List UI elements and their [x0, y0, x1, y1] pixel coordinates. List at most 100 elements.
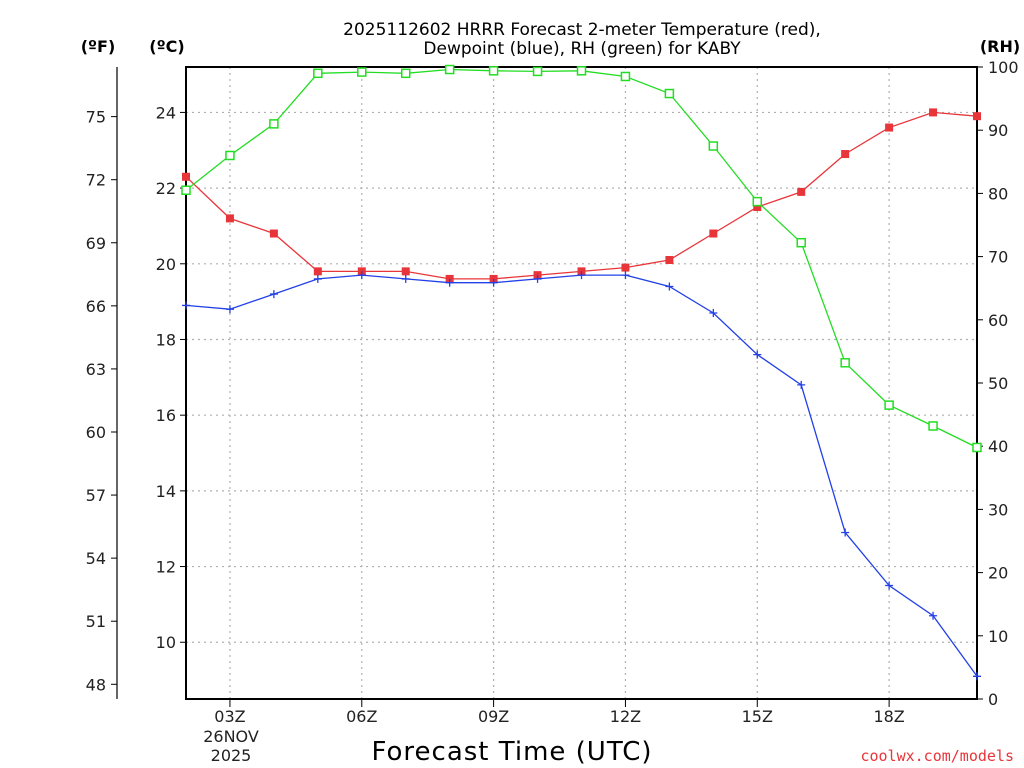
temperature-point [621, 263, 630, 272]
dewpoint-point [533, 274, 542, 283]
x-date-label-line-2: 2025 [211, 746, 252, 765]
dewpoint-point [445, 278, 454, 287]
x-date-label-line-1: 26NOV [203, 727, 259, 746]
plot-frame [185, 66, 978, 700]
rh-tick-label: 60 [988, 311, 1008, 330]
rh-tick-label: 0 [988, 690, 998, 709]
temperature-point [797, 187, 806, 196]
dewpoint-point [973, 672, 981, 681]
dewpoint-point [269, 290, 278, 299]
fahrenheit-tick-label: 69 [86, 234, 106, 253]
grid-layer [186, 67, 977, 699]
celsius-tick-label: 14 [156, 482, 176, 501]
temperature-point [973, 112, 981, 121]
credit-text[interactable]: coolwx.com/models [860, 747, 1014, 765]
temperature-point [885, 123, 894, 132]
series-relative-humidity [181, 64, 982, 453]
rh-point [532, 66, 543, 77]
rh-point [400, 68, 411, 79]
fahrenheit-axis-unit: (ºF) [81, 37, 116, 56]
rh-axis-unit: (RH) [980, 37, 1020, 56]
rh-point [181, 185, 191, 195]
series-dewpoint [182, 271, 981, 681]
rh-point [488, 66, 499, 76]
temperature-point [841, 150, 850, 159]
temperature-point [225, 214, 234, 223]
series-line-relative-humidity [185, 68, 978, 449]
rh-point [884, 400, 894, 410]
x-tick-label: 18Z [873, 707, 904, 726]
fahrenheit-tick-label: 72 [86, 171, 106, 190]
celsius-tick-label: 10 [156, 633, 176, 652]
rh-point [928, 421, 938, 431]
celsius-tick-label: 22 [156, 179, 176, 198]
chart-title-line-2: Dewpoint (blue), RH (green) for KABY [423, 39, 741, 59]
dewpoint-point [313, 274, 322, 283]
rh-tick-label: 20 [988, 564, 1008, 583]
rh-point [576, 66, 587, 76]
rh-point [313, 68, 323, 79]
dewpoint-point [577, 271, 586, 280]
dewpoint-point [225, 305, 234, 314]
rh-point [708, 141, 719, 151]
chart-title-line-1: 2025112602 HRRR Forecast 2-meter Tempera… [343, 20, 821, 40]
fahrenheit-tick-label: 66 [86, 297, 106, 316]
fahrenheit-tick-label: 60 [86, 423, 106, 442]
x-tick-label: 15Z [742, 707, 773, 726]
rh-tick-label: 30 [988, 500, 1008, 519]
dewpoint-point [797, 380, 806, 389]
celsius-tick-label: 20 [156, 255, 176, 274]
temperature-point [753, 203, 762, 212]
temperature-point [313, 267, 322, 276]
rh-point [796, 237, 806, 248]
dewpoint-point [357, 271, 366, 280]
celsius-tick-label: 16 [156, 406, 176, 425]
rh-point [664, 88, 675, 99]
rh-tick-label: 10 [988, 627, 1008, 646]
temperature-point [929, 108, 938, 117]
x-tick-label: 09Z [478, 707, 509, 726]
temperature-point [709, 229, 718, 238]
fahrenheit-tick-label: 63 [86, 360, 106, 379]
fahrenheit-tick-label: 57 [86, 486, 106, 505]
dewpoint-point [665, 282, 674, 291]
fahrenheit-tick-label: 75 [86, 108, 106, 127]
rh-point [357, 67, 367, 77]
rh-tick-label: 50 [988, 374, 1008, 393]
dewpoint-point [885, 581, 894, 590]
dewpoint-point [753, 350, 762, 359]
rh-point [225, 150, 235, 161]
rh-point [444, 64, 455, 75]
fahrenheit-tick-label: 51 [86, 612, 106, 631]
series-line-dewpoint [185, 274, 978, 677]
dewpoint-point [709, 308, 718, 317]
dewpoint-point [929, 611, 938, 620]
fahrenheit-tick-label: 48 [86, 675, 106, 694]
rh-point [972, 442, 982, 453]
dewpoint-point [841, 528, 850, 537]
rh-tick-label: 80 [988, 184, 1008, 203]
series-line-temperature [185, 111, 978, 280]
rh-tick-label: 100 [988, 58, 1019, 77]
celsius-tick-label: 18 [156, 330, 176, 349]
dewpoint-point [489, 278, 498, 287]
rh-point [752, 196, 763, 207]
dewpoint-point [621, 271, 630, 280]
series-temperature [182, 108, 981, 283]
rh-point [840, 358, 850, 368]
temperature-point [401, 267, 410, 276]
rh-tick-label: 40 [988, 437, 1008, 456]
rh-point [620, 71, 631, 82]
axis-layer: 03Z 06Z 09Z 12Z 15Z 18Z 10 12 14 16 18 20 22 24 48 51 54… [86, 58, 1019, 726]
x-tick-label: 12Z [610, 707, 641, 726]
x-axis-title: Forecast Time (UTC) [371, 737, 652, 767]
x-tick-label: 06Z [346, 707, 377, 726]
rh-point [269, 119, 279, 129]
x-tick-label: 03Z [214, 707, 245, 726]
dewpoint-point [401, 274, 410, 283]
temperature-point [182, 172, 190, 181]
celsius-tick-label: 24 [156, 103, 176, 122]
series-layer [181, 64, 982, 681]
celsius-axis-unit: (ºC) [149, 37, 184, 56]
